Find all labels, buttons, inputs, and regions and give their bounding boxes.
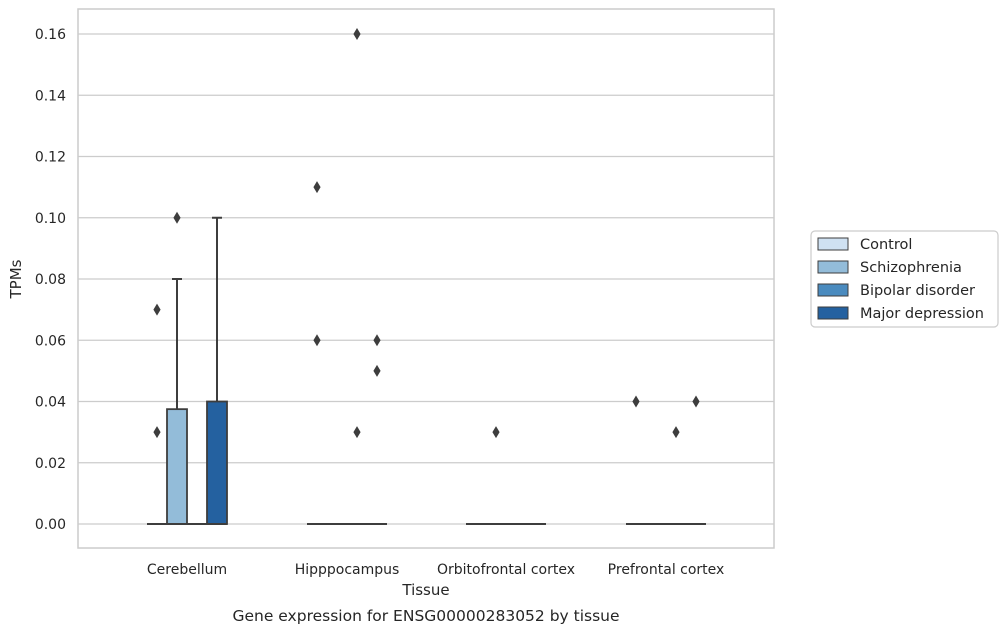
- outlier-point: [692, 395, 700, 408]
- x-axis-label: Tissue: [401, 581, 449, 599]
- legend-item: Bipolar disorder: [817, 283, 975, 299]
- outlier-point: [632, 395, 640, 408]
- y-tick-label: 0.10: [35, 211, 66, 227]
- outlier-point: [353, 28, 361, 40]
- chart-caption: Gene expression for ENSG00000283052 by t…: [232, 607, 619, 625]
- y-tick-label: 0.00: [35, 517, 66, 533]
- box-series: [147, 28, 706, 525]
- outlier-point: [173, 211, 181, 224]
- box-body: [206, 400, 228, 525]
- outlier-point: [153, 426, 161, 439]
- legend-item: Schizophrenia: [817, 260, 962, 276]
- legend-label: Bipolar disorder: [860, 283, 975, 299]
- box-body: [166, 408, 188, 525]
- legend-swatch: [817, 237, 849, 251]
- outlier-point: [373, 364, 381, 377]
- y-tick-label: 0.14: [35, 88, 66, 104]
- legend-swatch: [817, 283, 849, 297]
- y-tick-label: 0.02: [35, 456, 66, 472]
- x-tick-label: Cerebellum: [147, 562, 227, 578]
- x-tick-label: Orbitofrontal cortex: [437, 562, 575, 578]
- outlier-point: [672, 426, 680, 439]
- x-tick-labels: Cerebellum Hipppocampus Orbitofrontal cort…: [147, 562, 724, 578]
- y-tick-label: 0.12: [35, 150, 66, 166]
- outlier-point: [313, 334, 321, 347]
- box-major-depression: [686, 395, 706, 525]
- box-bipolar-disorder: [666, 426, 686, 525]
- outlier-point: [353, 426, 361, 439]
- outlier-point: [153, 303, 161, 316]
- legend-label: Schizophrenia: [860, 260, 962, 276]
- y-tick-label: 0.04: [35, 395, 66, 411]
- grid-lines: [78, 33, 774, 525]
- outlier-point: [313, 181, 321, 194]
- outlier-point: [373, 334, 381, 347]
- y-tick-label: 0.16: [35, 27, 66, 43]
- plot-frame: [77, 8, 775, 549]
- box-control: [307, 181, 327, 525]
- legend-frame: [810, 230, 999, 328]
- y-tick-label: 0.08: [35, 272, 66, 288]
- y-tick-labels: 0.00 0.02 0.04 0.06 0.08 0.10 0.12 0.14 0.16: [35, 27, 66, 533]
- box-bipolar-disorder: [347, 28, 367, 525]
- box-schizophrenia: [166, 211, 188, 525]
- box-schizophrenia: [486, 426, 506, 525]
- legend-item: Control: [817, 237, 912, 253]
- y-axis-label: TPMs: [7, 259, 25, 299]
- box-major-depression: [206, 216, 228, 525]
- legend-swatch: [817, 260, 849, 274]
- x-tick-label: Hipppocampus: [295, 562, 400, 578]
- legend-label: Control: [860, 237, 912, 253]
- box-control: [147, 303, 167, 525]
- box-control: [626, 395, 646, 525]
- y-tick-label: 0.06: [35, 333, 66, 349]
- legend-label: Major depression: [860, 306, 984, 322]
- legend-item: Major depression: [817, 306, 984, 322]
- legend-swatch: [817, 306, 849, 320]
- x-tick-label: Prefrontal cortex: [608, 562, 725, 578]
- box-major-depression: [367, 334, 387, 525]
- outlier-point: [492, 426, 500, 439]
- legend: Control Schizophrenia Bipolar disorder Majo…: [810, 230, 999, 328]
